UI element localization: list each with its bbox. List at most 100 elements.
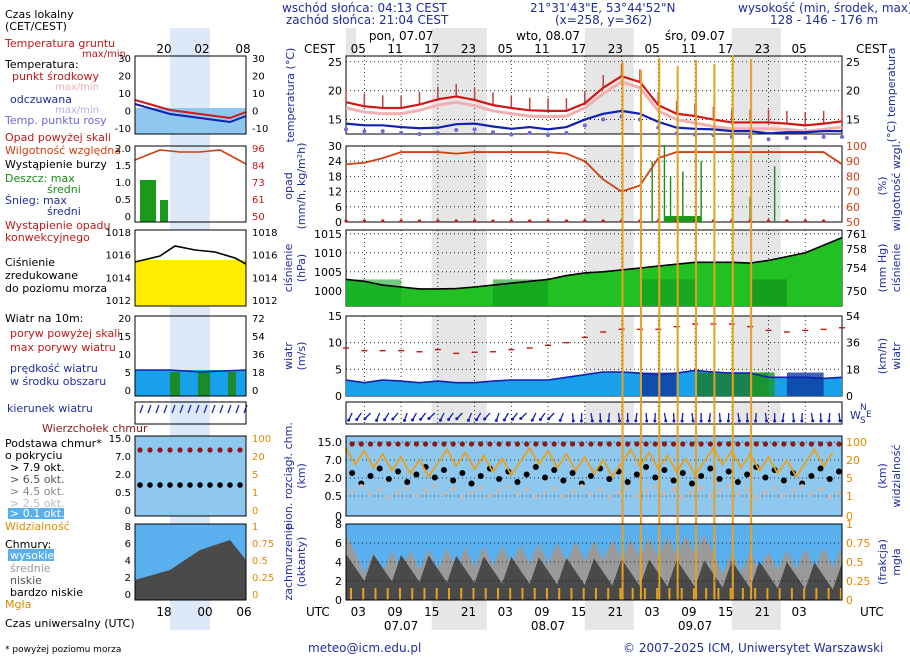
dew-point-dot <box>435 131 440 136</box>
legend-precip-tick-right: 61 <box>252 195 265 206</box>
fog-bar-low <box>656 588 659 600</box>
dew-point-dot <box>344 127 348 132</box>
cloud-base-dot-light <box>827 494 833 500</box>
hour-tick-top: 23 <box>755 42 770 56</box>
cloud-top-dot <box>615 441 622 447</box>
cloud-top-dot <box>680 441 686 447</box>
cloud-top-dot <box>441 441 447 447</box>
wind-shade <box>750 372 775 396</box>
cloud-base-dot-light <box>615 489 622 496</box>
day-label-bottom: 08.07 <box>531 619 565 633</box>
fog-bar-low <box>594 588 597 600</box>
conv-marker <box>417 219 422 223</box>
mid-point-label: punkt środkowy <box>12 70 100 83</box>
wind-arrow-head <box>618 419 622 423</box>
cloud-base-dot <box>679 470 686 476</box>
cloud-base-dot-light <box>367 491 374 497</box>
fog-bar-low <box>631 588 634 600</box>
compass-s: S <box>860 416 866 426</box>
hour-tick-top: 11 <box>534 42 549 56</box>
okt5-label: > 0.1 okt. <box>10 507 65 520</box>
fog-bar-low <box>362 588 365 600</box>
legend-precip-tick-right: 96 <box>252 144 265 155</box>
cloud-top-dot <box>395 441 401 447</box>
legend-pres-tick-right: 1016 <box>252 251 277 262</box>
hour-tick-bottom: 03 <box>645 605 660 619</box>
snow-max-label: Śnieg: max <box>5 194 67 207</box>
wind-arrow-head <box>538 418 542 422</box>
cloud-base-label-2: o pokryciu <box>5 449 62 462</box>
wind-tick-left: 10 <box>328 337 342 350</box>
cloud-base-dot-light <box>478 485 484 491</box>
temp-tick-right: 20 <box>846 85 860 98</box>
dew-point-dot <box>362 129 367 134</box>
dew-point-dot <box>564 130 569 135</box>
height-values: 128 - 146 - 176 m <box>770 13 878 27</box>
wind-arrow-head <box>634 419 638 423</box>
conv-marker <box>491 219 495 223</box>
fog-bar-low <box>839 588 842 600</box>
cloud-frame <box>345 435 843 517</box>
day-label-top: wto, 08.07 <box>516 29 580 43</box>
legend-cloud-base-dot <box>137 482 143 488</box>
cloud-title-right2: widzialność <box>890 444 903 507</box>
cover-tick-left: 0 <box>335 594 342 607</box>
fog-bar-low <box>533 588 536 600</box>
cloud-top-dot <box>588 441 594 447</box>
footer-copyright: © 2007-2025 ICM, Uniwersytet Warszawski <box>623 641 883 655</box>
legend-wind-arrow <box>155 404 160 414</box>
wind-shade <box>639 372 677 396</box>
cloud-base-dot-light <box>496 488 502 494</box>
fog-bar <box>621 62 624 600</box>
fog-bar-low <box>460 588 463 600</box>
wind-arrow-head <box>645 419 649 423</box>
cloud-base-dot <box>404 479 411 485</box>
felt-temp-line <box>345 80 843 133</box>
dew-point-dot <box>472 127 477 132</box>
humidity-tick-right: 60 <box>846 201 860 214</box>
wind-arrow-head <box>363 417 367 421</box>
hour-tick-bottom: 03 <box>351 605 366 619</box>
cloud-top-dot <box>817 441 824 447</box>
sunrise-text: wschód słońca: 04:13 CEST <box>282 1 447 15</box>
precip-title-right2: wilgotność wzgl. <box>890 141 903 231</box>
max-min-a: max/min <box>55 82 99 93</box>
cloud-base-dot <box>376 465 383 472</box>
cloud-base-dot-light <box>395 489 401 496</box>
legend-cloud-base-dot <box>207 482 213 488</box>
vis-tick-right: 1 <box>846 490 853 503</box>
okt4-label: > 2.5 okt. <box>10 497 65 510</box>
legend-cover-area <box>135 540 246 600</box>
cloud-base-dot-light <box>423 488 429 494</box>
wind-at-label: Wiatr na 10m: <box>5 312 83 325</box>
wind-arrow-head <box>447 418 451 422</box>
conv-marker <box>601 219 605 223</box>
legend-pres-tick-left: 1018 <box>106 228 131 239</box>
legend-cloud-base-dot <box>217 482 223 488</box>
low-cloud-label: niskie <box>10 574 42 587</box>
pressure-label-1: Ciśnienie <box>5 256 55 269</box>
footer-email[interactable]: meteo@icm.edu.pl <box>308 641 421 655</box>
fog-bar-low <box>790 588 793 600</box>
fog-bar <box>639 70 642 600</box>
wind-speed-line <box>345 369 843 384</box>
night-band <box>431 146 487 222</box>
cloud-base-dot-light <box>799 483 805 490</box>
wind-arrow-head <box>402 419 406 423</box>
wind-arrow-head <box>737 419 741 423</box>
wind-arrow-head <box>626 419 630 423</box>
dew-point-dot <box>803 136 808 141</box>
fog-bar-low <box>607 588 610 600</box>
pressure-tick-right: 758 <box>846 243 867 256</box>
temp-title-left: temperatura (°C) <box>284 48 297 143</box>
fog-bar-low <box>741 588 744 600</box>
legend-temp-tick-right: 0 <box>252 107 258 118</box>
cloud-top-label: Wierzchołek chmur <box>42 422 148 435</box>
cloud-top-dot <box>468 441 475 447</box>
cloud-top-dot <box>560 441 566 447</box>
legend-local-tick: 08 <box>235 42 250 56</box>
cloud-top-dot <box>551 441 557 447</box>
compass-w: W <box>850 409 861 422</box>
legend-frame-temp <box>134 55 247 135</box>
